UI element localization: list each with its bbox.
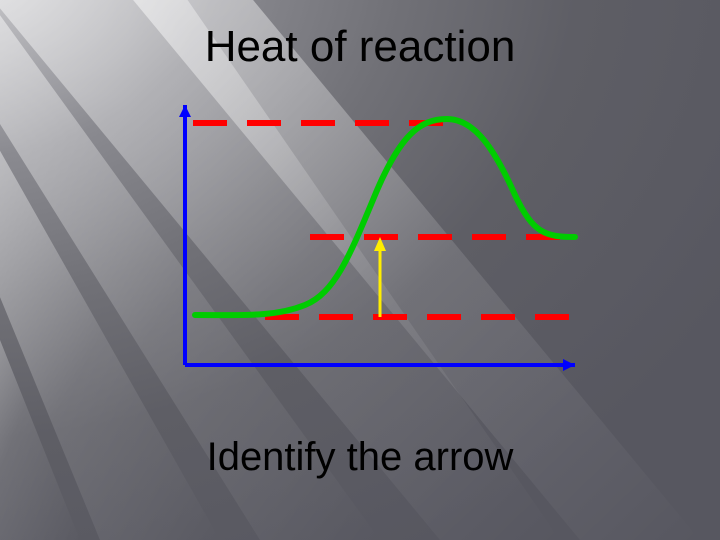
energy-diagram (165, 95, 585, 385)
heat-of-reaction-arrow (374, 237, 386, 317)
prompt-text: Identify the arrow (0, 435, 720, 480)
energy-curve (195, 119, 575, 315)
reference-lines (193, 123, 577, 317)
slide: Heat of reaction Identify the arrow (0, 0, 720, 540)
slide-title: Heat of reaction (0, 22, 720, 72)
